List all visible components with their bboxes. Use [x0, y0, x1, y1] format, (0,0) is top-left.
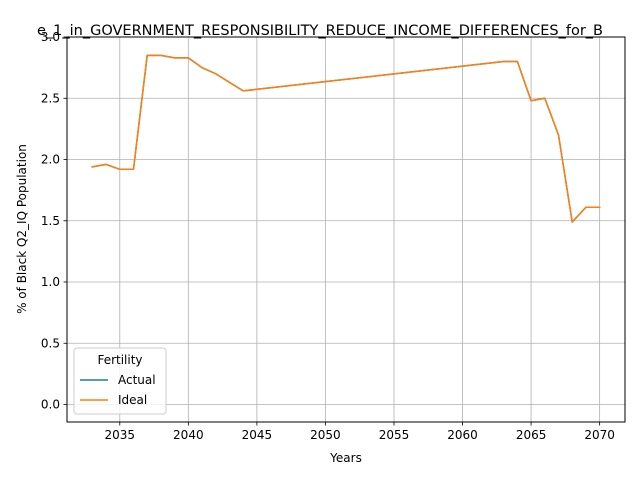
axis-ticks: 2035 2040 2045 2050 2055 2060 2065 2070 0.0 0.5 1.… — [41, 30, 615, 442]
x-axis-label: Years — [329, 451, 362, 465]
y-tick-label: 1.0 — [41, 275, 60, 289]
x-tick-label: 2035 — [105, 428, 136, 442]
legend-label-ideal: Ideal — [118, 393, 147, 407]
y-tick-label: 1.5 — [41, 214, 60, 228]
legend-box — [73, 347, 167, 415]
x-tick-label: 2040 — [173, 428, 204, 442]
y-tick-label: 3.0 — [41, 30, 60, 44]
chart-title: e_1_in_GOVERNMENT_RESPONSIBILITY_REDUCE_… — [37, 23, 603, 39]
x-tick-label: 2050 — [310, 428, 341, 442]
x-tick-label: 2055 — [379, 428, 410, 442]
legend-label-actual: Actual — [118, 373, 156, 387]
plot-frame — [66, 36, 626, 423]
series-line-ideal — [91, 54, 601, 223]
legend: Fertility Actual Ideal — [73, 347, 167, 415]
y-tick-label: 2.5 — [41, 91, 60, 105]
x-tick-label: 2070 — [584, 428, 615, 442]
y-axis-label: % of Black Q2_IQ Population — [15, 144, 29, 314]
x-tick-label: 2045 — [242, 428, 273, 442]
legend-title: Fertility — [97, 353, 142, 367]
x-tick-label: 2060 — [447, 428, 478, 442]
y-tick-label: 0.5 — [41, 336, 60, 350]
x-tick-label: 2065 — [516, 428, 547, 442]
series-lines — [91, 54, 601, 223]
y-tick-label: 0.0 — [41, 398, 60, 412]
y-tick-label: 2.0 — [41, 153, 60, 167]
